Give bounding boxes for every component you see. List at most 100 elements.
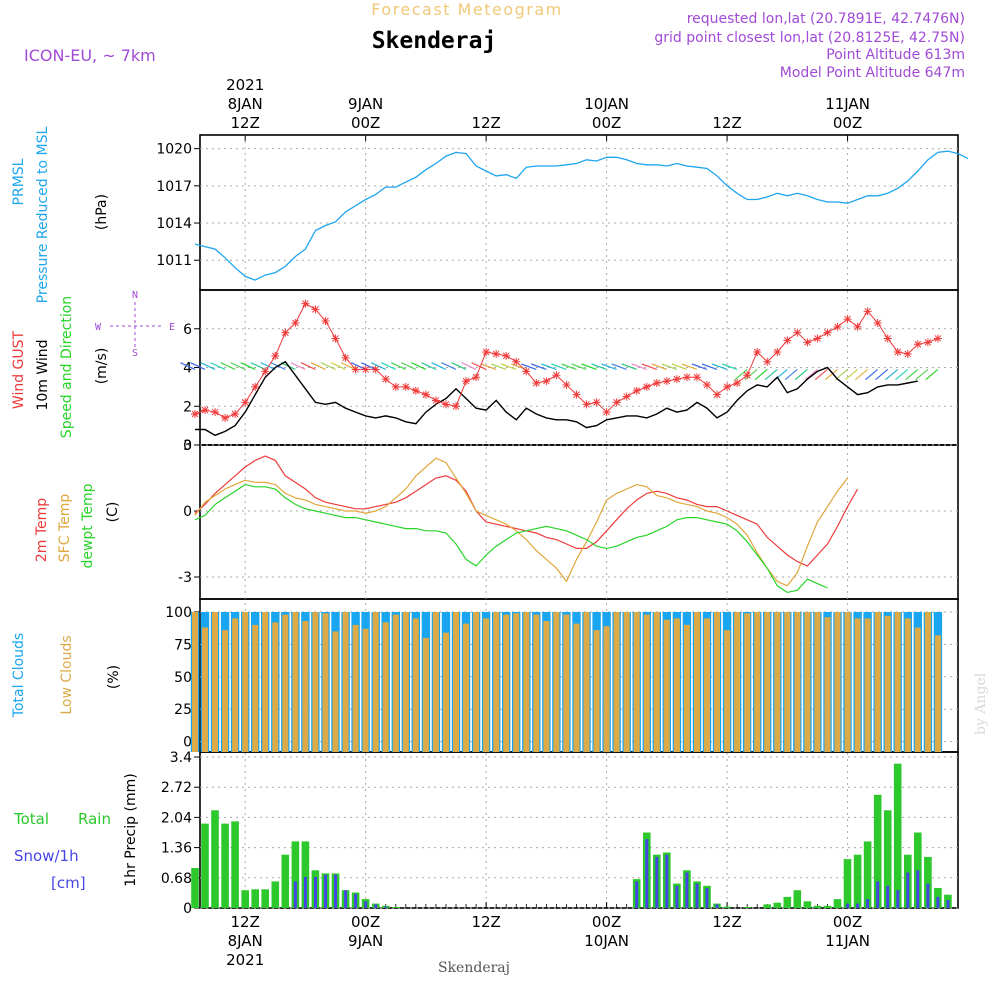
rain-bar xyxy=(823,905,832,908)
gust-point xyxy=(261,367,270,376)
gust-point xyxy=(431,396,440,405)
wind-arrow xyxy=(461,362,477,370)
low-cloud-bar xyxy=(242,612,249,752)
wind-arrow xyxy=(500,363,517,371)
wind-arrow xyxy=(885,368,899,381)
gust-point xyxy=(923,338,932,347)
rain-bar xyxy=(251,889,259,908)
wind-arrow xyxy=(210,362,226,370)
low-cloud-bar xyxy=(894,612,901,752)
rain-bar xyxy=(723,906,731,908)
rain-bar xyxy=(301,841,310,908)
gust-point xyxy=(572,390,581,399)
low-cloud-bar xyxy=(834,612,841,752)
model-altitude: Model Point Altitude 647m xyxy=(780,65,965,81)
gust-point xyxy=(522,367,531,376)
requested-lonlat: requested lon,lat (20.7891E, 42.7476N) xyxy=(687,11,965,27)
snow-bar xyxy=(906,872,910,908)
wind-arrow xyxy=(360,362,376,370)
wind-arrow xyxy=(381,362,397,370)
low-cloud-bar xyxy=(704,618,710,752)
rain-bar xyxy=(773,902,782,908)
top-time-label: 8JAN xyxy=(228,95,263,113)
snow-bar xyxy=(293,881,297,908)
rain-bar xyxy=(201,823,209,908)
rain-bar xyxy=(211,810,219,908)
wind-arrow xyxy=(804,368,818,381)
top-time-label: 12Z xyxy=(712,114,741,132)
y-tick-label-pressure: 1014 xyxy=(156,216,192,232)
y-tick-label-wind: 6 xyxy=(183,322,192,338)
clouds-label-low: Low Clouds xyxy=(59,635,75,714)
snow-bar xyxy=(374,904,378,908)
wind-arrow xyxy=(571,363,587,371)
gust-point xyxy=(492,349,501,358)
rain-bar xyxy=(231,821,239,908)
wind-arrow xyxy=(541,363,557,371)
wind-arrow xyxy=(591,363,607,371)
wind-arrow xyxy=(230,362,246,370)
gust-point xyxy=(321,317,330,325)
gust-point xyxy=(703,380,712,389)
pressure-label-msl: Pressure Reduced to MSL xyxy=(35,126,51,303)
forecast-label: Forecast Meteogram xyxy=(371,0,562,19)
gust-point xyxy=(281,328,290,337)
low-cloud-bar xyxy=(864,618,871,752)
rain-bar xyxy=(241,890,249,908)
top-time-label: 11JAN xyxy=(825,95,870,113)
clouds-label-total: Total Clouds xyxy=(11,633,27,718)
y-tick-label-pressure: 1020 xyxy=(156,142,192,158)
gust-point xyxy=(482,348,491,356)
wind-arrow xyxy=(441,362,457,370)
wind-arrow xyxy=(340,362,356,370)
low-cloud-bar xyxy=(342,612,349,752)
gust-point xyxy=(532,379,541,387)
y-tick-label-wind: 4 xyxy=(183,361,192,377)
low-cloud-bar xyxy=(673,618,680,752)
gust-point xyxy=(502,351,511,360)
low-cloud-bar xyxy=(663,619,670,752)
snow-bar xyxy=(846,903,850,908)
wind-arrow xyxy=(824,368,838,381)
gust-point xyxy=(672,375,681,384)
gust-point xyxy=(813,334,822,343)
bottom-time-label: 10JAN xyxy=(584,932,629,950)
wind-arrow xyxy=(651,363,668,371)
y-tick-label-temp: -3 xyxy=(178,570,192,586)
low-cloud-bar xyxy=(292,612,299,752)
gust-point xyxy=(421,390,430,399)
bottom-time-label: 8JAN xyxy=(228,932,263,950)
wind-arrow xyxy=(561,363,577,371)
snow-bar xyxy=(655,856,659,908)
rain-bar xyxy=(763,904,771,908)
snow-bar xyxy=(936,896,940,908)
bottom-station: Skenderaj xyxy=(438,960,510,976)
low-cloud-bar xyxy=(814,612,821,752)
wind-arrow xyxy=(611,363,627,371)
y-tick-label-precip: 0 xyxy=(183,901,192,917)
gust-point xyxy=(793,328,802,337)
wind-label-10m: 10m Wind xyxy=(35,339,51,410)
wind-arrow xyxy=(925,368,939,381)
rain-bar xyxy=(743,907,751,908)
wind-arrow xyxy=(631,363,647,371)
low-cloud-bar xyxy=(453,612,459,752)
snow-bar xyxy=(635,881,639,908)
wind-arrow xyxy=(421,362,437,370)
wind-arrow xyxy=(300,362,316,370)
wind-arrow xyxy=(451,362,467,370)
rain-bar xyxy=(883,810,892,908)
wind-label-gust: Wind GUST xyxy=(11,330,27,409)
low-cloud-bar xyxy=(754,612,761,752)
precip-label-rain: Rain xyxy=(78,810,111,828)
low-cloud-bar xyxy=(513,613,520,752)
low-cloud-bar xyxy=(653,612,660,752)
low-cloud-bar xyxy=(232,618,239,752)
snow-bar xyxy=(303,876,307,908)
rain-bar xyxy=(271,881,280,908)
low-cloud-bar xyxy=(573,623,580,752)
gust-point xyxy=(542,377,551,386)
compass-rose: N W E S xyxy=(95,290,175,359)
gust-point xyxy=(833,322,842,331)
